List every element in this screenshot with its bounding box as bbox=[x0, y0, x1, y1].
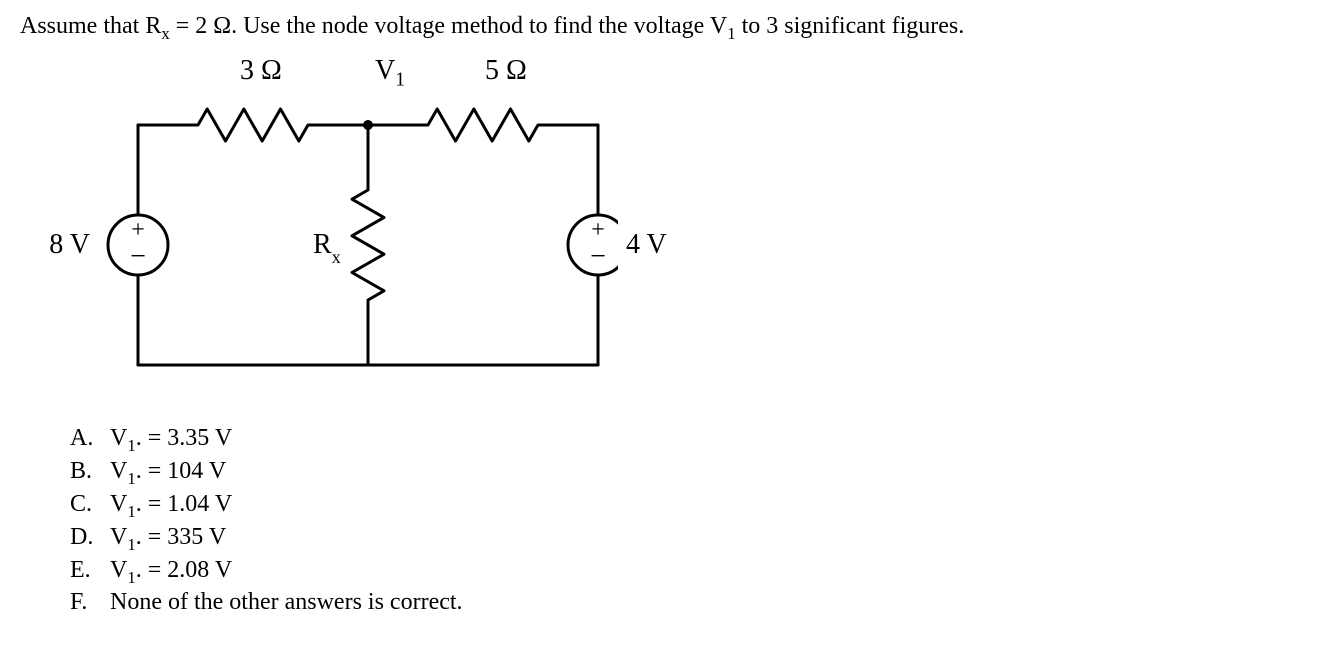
answer-text: V1. = 104 V bbox=[110, 458, 226, 489]
answer-option: C.V1. = 1.04 V bbox=[70, 491, 1304, 522]
svg-text:−: − bbox=[130, 241, 146, 272]
svg-text:+: + bbox=[131, 217, 145, 243]
answer-option: B.V1. = 104 V bbox=[70, 458, 1304, 489]
answer-letter: A. bbox=[70, 425, 110, 456]
answer-letter: D. bbox=[70, 524, 110, 555]
circuit-row: 8 V +−+−Rx 4 V bbox=[30, 95, 1304, 395]
right-source-label: 4 V bbox=[626, 229, 686, 261]
circuit-top-labels: 3 Ω V1 5 Ω bbox=[145, 55, 1304, 95]
q-v1-sub: 1 bbox=[727, 24, 735, 43]
v1-v: V bbox=[375, 55, 395, 86]
r1-label: 3 Ω bbox=[240, 55, 282, 87]
left-source-label: 8 V bbox=[30, 229, 90, 261]
answer-option: A.V1. = 3.35 V bbox=[70, 425, 1304, 456]
question-text: Assume that Rx = 2 Ω. Use the node volta… bbox=[20, 10, 1304, 45]
answer-option: E.V1. = 2.08 V bbox=[70, 557, 1304, 588]
answer-letter: E. bbox=[70, 557, 110, 588]
q-mid: = 2 Ω. Use the node voltage method to fi… bbox=[170, 13, 727, 39]
r2-label: 5 Ω bbox=[485, 55, 527, 87]
answer-letter: B. bbox=[70, 458, 110, 489]
answer-letter: F. bbox=[70, 589, 110, 616]
answer-text: V1. = 2.08 V bbox=[110, 557, 232, 588]
v1-sub: 1 bbox=[395, 70, 405, 91]
svg-text:+: + bbox=[591, 217, 605, 243]
q-rx-sub: x bbox=[161, 24, 169, 43]
q-suffix: to 3 significant figures. bbox=[736, 13, 965, 39]
circuit-diagram: 3 Ω V1 5 Ω 8 V +−+−Rx 4 V bbox=[30, 55, 1304, 395]
answer-option: F.None of the other answers is correct. bbox=[70, 589, 1304, 616]
answer-list: A.V1. = 3.35 VB.V1. = 104 VC.V1. = 1.04 … bbox=[70, 425, 1304, 616]
answer-text: V1. = 3.35 V bbox=[110, 425, 232, 456]
v1-node-label: V1 bbox=[375, 55, 405, 92]
svg-text:Rx: Rx bbox=[313, 229, 341, 267]
circuit-svg: +−+−Rx bbox=[98, 95, 618, 395]
q-prefix: Assume that R bbox=[20, 13, 161, 39]
answer-text: V1. = 335 V bbox=[110, 524, 226, 555]
answer-letter: C. bbox=[70, 491, 110, 522]
svg-text:−: − bbox=[590, 241, 606, 272]
answer-option: D.V1. = 335 V bbox=[70, 524, 1304, 555]
answer-text: V1. = 1.04 V bbox=[110, 491, 232, 522]
answer-text: None of the other answers is correct. bbox=[110, 589, 463, 616]
